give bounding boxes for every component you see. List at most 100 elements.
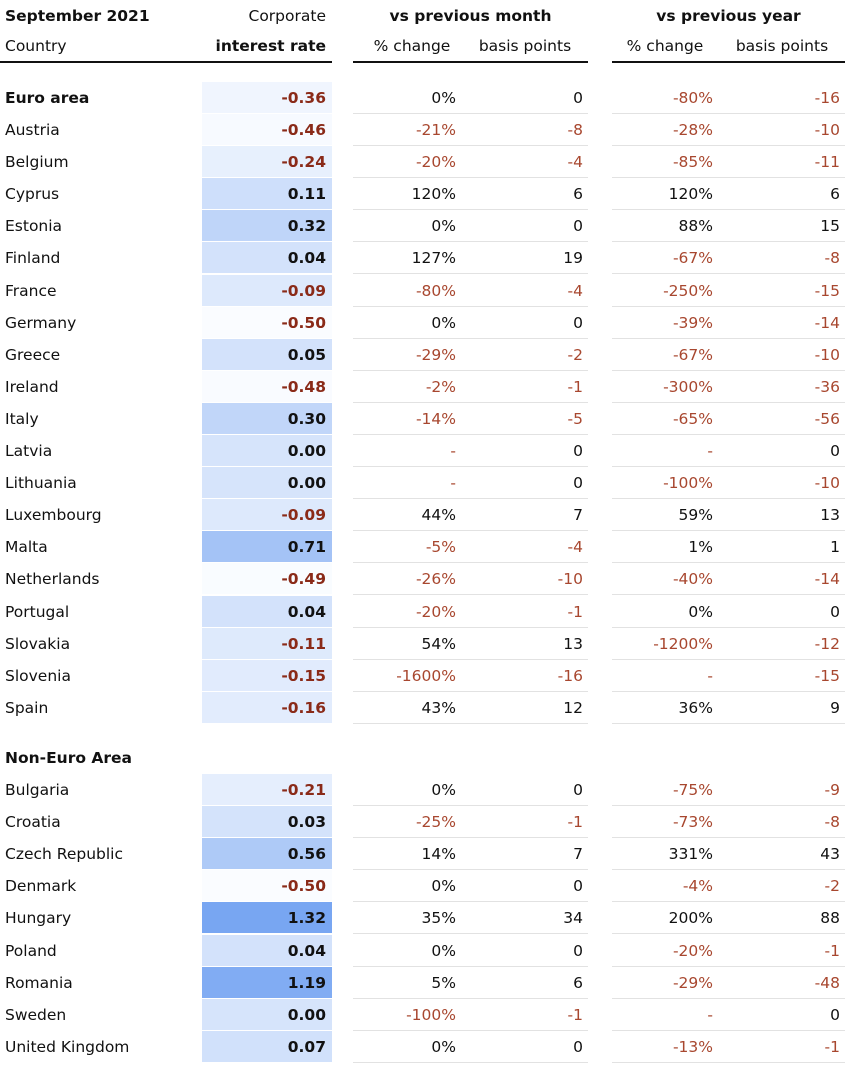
- row-line: [612, 499, 845, 532]
- value: 7: [573, 845, 583, 864]
- rate-cell: [202, 499, 332, 532]
- value: -11: [814, 153, 840, 172]
- row-line: [612, 467, 845, 500]
- column-header: basis points: [478, 37, 572, 55]
- row-line: [612, 628, 845, 660]
- rate: 0.04: [287, 941, 326, 960]
- country: Estonia: [5, 217, 63, 236]
- row-line: [612, 596, 845, 628]
- rate-cell: [202, 82, 332, 114]
- value: -16: [557, 666, 583, 685]
- value: -85%: [672, 153, 713, 172]
- row-line: [612, 935, 845, 967]
- value: -48: [814, 973, 840, 992]
- rate: 0.03: [287, 813, 326, 832]
- country: Lithuania: [5, 474, 77, 493]
- row-line: [353, 210, 588, 243]
- value: 0: [573, 781, 583, 799]
- value: 120%: [411, 185, 456, 204]
- rate-cell: [202, 627, 332, 660]
- country-header: Country: [5, 37, 67, 55]
- value: 0%: [431, 877, 456, 896]
- rate-cell: [202, 563, 332, 596]
- value: 54%: [421, 634, 456, 653]
- value: 331%: [668, 845, 713, 864]
- country: France: [5, 281, 57, 300]
- country: Luxembourg: [5, 506, 102, 525]
- country: Euro area: [5, 89, 90, 107]
- value: 120%: [668, 185, 713, 204]
- value: 1%: [688, 538, 713, 557]
- value: 9: [830, 698, 840, 717]
- value: -80%: [672, 89, 713, 107]
- value: 0: [573, 1037, 583, 1056]
- value: 88%: [678, 217, 713, 236]
- rate-cell: [202, 1030, 332, 1063]
- rate-cell: [202, 595, 332, 628]
- value: 7: [573, 506, 583, 525]
- rate: -0.48: [281, 377, 326, 396]
- value: 88: [820, 909, 840, 928]
- row-line: [353, 82, 588, 114]
- value: -21%: [415, 121, 456, 139]
- value: 0: [573, 89, 583, 107]
- value: -65%: [672, 409, 713, 428]
- value: -75%: [672, 781, 713, 799]
- value: 200%: [668, 909, 713, 928]
- country: Ireland: [5, 377, 59, 396]
- row-line: [353, 467, 588, 500]
- value: -36: [814, 377, 840, 396]
- value: 15: [820, 217, 840, 236]
- rate-cell: [202, 659, 332, 692]
- country: Romania: [5, 973, 73, 992]
- rule: [612, 61, 845, 63]
- period: September 2021: [5, 7, 150, 25]
- row-line: [353, 403, 588, 435]
- value: -8: [824, 813, 840, 832]
- value: -15: [814, 666, 840, 685]
- row-line: [612, 774, 845, 806]
- row-line: [612, 435, 845, 467]
- value: 0%: [431, 1037, 456, 1056]
- rate-header: interest rate: [215, 37, 326, 55]
- value: -4: [567, 538, 583, 557]
- rate-cell: [202, 306, 332, 339]
- row-line: [612, 870, 845, 903]
- value: 0%: [431, 941, 456, 960]
- value: -29%: [672, 973, 713, 992]
- row-line: [353, 114, 588, 146]
- value: -1: [824, 941, 840, 960]
- row-line: [353, 242, 588, 275]
- country: Malta: [5, 538, 48, 557]
- row-line: [612, 82, 845, 114]
- country: Latvia: [5, 442, 53, 460]
- rate-cell: [202, 774, 332, 806]
- value: -100%: [406, 1005, 456, 1024]
- value: 13: [563, 634, 583, 653]
- rate: 0.56: [287, 845, 326, 864]
- value: -15: [814, 281, 840, 300]
- rate: 0.32: [287, 217, 326, 236]
- rate-cell: [202, 902, 332, 935]
- column-header: % change: [626, 37, 704, 55]
- value: 34: [563, 909, 583, 928]
- value: 13: [820, 506, 840, 525]
- value: -25%: [415, 813, 456, 832]
- value: 6: [573, 185, 583, 204]
- country: Bulgaria: [5, 781, 70, 799]
- rate: -0.46: [281, 121, 326, 139]
- value: 127%: [411, 249, 456, 268]
- value: 6: [573, 973, 583, 992]
- value: -20%: [672, 941, 713, 960]
- rate: 0.04: [287, 602, 326, 621]
- rate: -0.21: [281, 781, 326, 799]
- rate-cell: [202, 934, 332, 967]
- value: -2%: [425, 377, 456, 396]
- value: -250%: [663, 281, 713, 300]
- rate: -0.24: [281, 153, 326, 172]
- value: 0: [830, 602, 840, 621]
- row-line: [612, 371, 845, 403]
- row-line: [612, 692, 845, 724]
- value: -300%: [663, 377, 713, 396]
